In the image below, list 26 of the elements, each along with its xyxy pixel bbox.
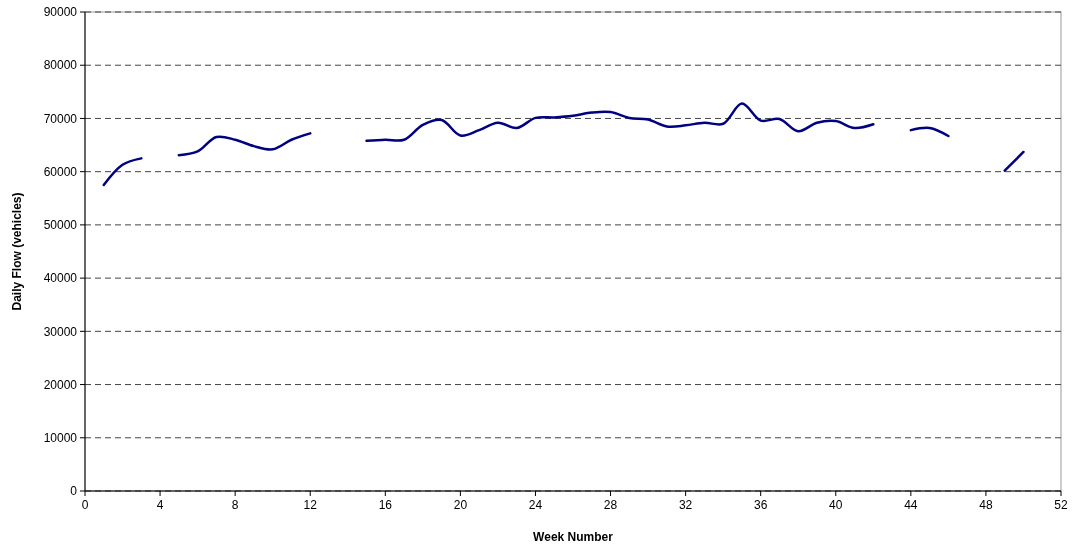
- x-tick-label: 0: [81, 498, 89, 512]
- x-axis-title: Week Number: [533, 530, 614, 544]
- y-tick-label: 20000: [43, 377, 78, 392]
- y-tick-label: 40000: [43, 271, 78, 286]
- x-tick-label: 28: [603, 498, 618, 512]
- x-tick-label: 4: [156, 498, 164, 512]
- x-tick-label: 20: [453, 498, 468, 512]
- y-tick-label: 60000: [43, 164, 78, 179]
- x-tick-label: 16: [378, 498, 393, 512]
- y-tick-label: 90000: [43, 5, 78, 20]
- x-tick-label: 12: [303, 498, 318, 512]
- x-tick-label: 36: [754, 498, 768, 512]
- x-tick-label: 52: [1054, 498, 1068, 512]
- y-tick-label: 50000: [43, 218, 78, 233]
- x-tick-label: 24: [528, 498, 543, 512]
- y-tick-label: 70000: [43, 111, 78, 126]
- y-tick-label: 0: [70, 484, 78, 499]
- y-axis-title: Daily Flow (vehicles): [10, 192, 24, 311]
- x-tick-label: 40: [829, 498, 843, 512]
- x-tick-label: 32: [678, 498, 693, 512]
- x-tick-label: 48: [979, 498, 993, 512]
- x-tick-label: 44: [904, 498, 918, 512]
- y-tick-label: 80000: [43, 58, 78, 73]
- y-tick-label: 10000: [43, 430, 78, 445]
- x-tick-label: 8: [231, 498, 239, 512]
- y-tick-label: 30000: [43, 324, 78, 339]
